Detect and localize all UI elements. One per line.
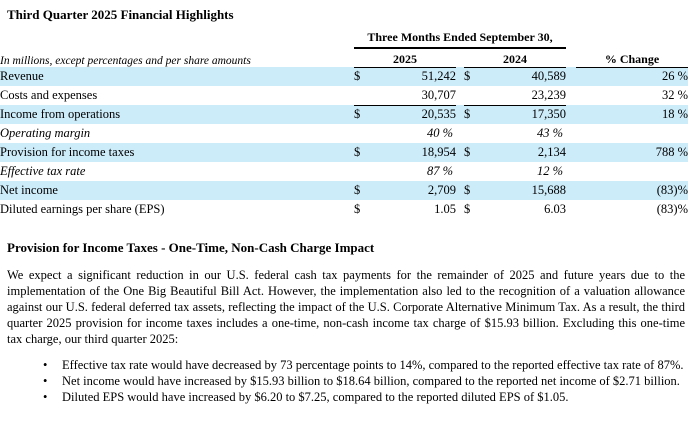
bullet-text: Net income would have increased by $15.9… — [62, 374, 680, 388]
row-label: Diluted earnings per share (EPS) — [0, 202, 165, 216]
gap-cell — [566, 143, 576, 162]
currency-symbol: $ — [354, 181, 370, 200]
percent-change: 26 % — [576, 67, 688, 86]
table-row-diluted-eps: Diluted earnings per share (EPS) $ 1.05 … — [0, 200, 688, 219]
gap-cell — [566, 162, 576, 181]
value-2024: 23,239 — [480, 86, 566, 106]
table-row-costs-and-expenses: Costs and expenses 30,707 23,239 32 % — [0, 86, 688, 106]
gap-cell — [456, 143, 464, 162]
table-row-net-income: Net income $ 2,709 $ 15,688 (83)% — [0, 181, 688, 200]
table-row-revenue: Revenue $ 51,242 $ 40,589 26 % — [0, 67, 688, 86]
percent-change: (83)% — [576, 181, 688, 200]
currency-symbol — [464, 86, 480, 106]
value-2024: 40,589 — [480, 67, 566, 86]
gap-cell — [566, 124, 576, 143]
bullet-text: Effective tax rate would have decreased … — [62, 358, 684, 372]
empty-cell — [456, 48, 464, 67]
value-2024: 2,134 — [480, 143, 566, 162]
row-label: Effective tax rate — [0, 164, 86, 178]
row-label: Operating margin — [0, 126, 91, 140]
percent-change — [576, 124, 688, 143]
currency-symbol: $ — [464, 105, 480, 124]
value-2025: 30,707 — [370, 86, 456, 106]
table-row-effective-tax-rate: Effective tax rate 87 % 12 % — [0, 162, 688, 181]
section-heading: Provision for Income Taxes - One-Time, N… — [7, 240, 375, 255]
column-header-2024: 2024 — [464, 48, 566, 68]
currency-symbol: $ — [464, 143, 480, 162]
gap-cell — [456, 181, 464, 200]
value-2024: 17,350 — [480, 105, 566, 124]
row-label: Revenue — [0, 67, 354, 86]
percent-change: 788 % — [576, 143, 688, 162]
gap-cell — [456, 124, 464, 143]
percent-change: 32 % — [661, 88, 688, 102]
gap-cell — [456, 162, 464, 181]
currency-symbol: $ — [354, 105, 370, 124]
row-label: Income from operations — [0, 105, 354, 124]
currency-symbol — [464, 162, 480, 181]
gap-cell — [456, 86, 464, 105]
bullet-icon: • — [43, 358, 48, 372]
gap-cell — [566, 86, 576, 105]
bullet-icon: • — [43, 390, 48, 404]
gap-cell — [456, 67, 464, 86]
value-2025: 2,709 — [370, 181, 456, 200]
table-row-operating-margin: Operating margin 40 % 43 % — [0, 124, 688, 143]
empty-cell — [0, 30, 354, 48]
gap-cell — [456, 200, 464, 219]
empty-cell — [566, 48, 576, 67]
bullet-item-effective-tax-rate: • Effective tax rate would have decrease… — [38, 357, 685, 373]
gap-cell — [566, 200, 576, 219]
value-2025: 40 % — [426, 126, 453, 140]
currency-symbol: $ — [354, 202, 361, 216]
bullet-list: • Effective tax rate would have decrease… — [0, 357, 685, 405]
currency-symbol: $ — [354, 67, 370, 86]
empty-cell — [566, 30, 688, 48]
gap-cell — [566, 105, 576, 124]
row-label: Costs and expenses — [0, 88, 98, 102]
bullet-text: Diluted EPS would have increased by $6.2… — [62, 390, 569, 404]
currency-symbol — [354, 86, 370, 106]
column-header-change: % Change — [576, 48, 688, 68]
table-caption: In millions, except percentages and per … — [0, 55, 251, 67]
table-column-header-row: In millions, except percentages and per … — [0, 48, 688, 68]
gap-cell — [566, 67, 576, 86]
bullet-item-net-income: • Net income would have increased by $15… — [38, 373, 685, 389]
page-title: Third Quarter 2025 Financial Highlights — [7, 7, 234, 22]
value-2024: 15,688 — [480, 181, 566, 200]
currency-symbol: $ — [354, 143, 370, 162]
value-2025: 18,954 — [370, 143, 456, 162]
table-row-provision-for-income-taxes: Provision for income taxes $ 18,954 $ 2,… — [0, 143, 688, 162]
currency-symbol: $ — [464, 181, 480, 200]
financial-highlights-table: Three Months Ended September 30, In mill… — [0, 30, 688, 219]
bullet-icon: • — [43, 374, 48, 388]
percent-change — [576, 162, 688, 181]
currency-symbol — [464, 124, 480, 143]
bullet-item-diluted-eps: • Diluted EPS would have increased by $6… — [38, 389, 685, 405]
percent-change: 18 % — [576, 105, 688, 124]
currency-symbol: $ — [464, 67, 480, 86]
value-2025: 51,242 — [370, 67, 456, 86]
row-label: Net income — [0, 181, 354, 200]
currency-symbol — [354, 162, 370, 181]
percent-change: (83)% — [656, 202, 688, 216]
table-row-income-from-operations: Income from operations $ 20,535 $ 17,350… — [0, 105, 688, 124]
body-paragraph: We expect a significant reduction in our… — [7, 268, 685, 346]
value-2024: 43 % — [536, 126, 563, 140]
value-2025: 1.05 — [434, 202, 456, 216]
table-period-header-row: Three Months Ended September 30, — [0, 30, 688, 49]
currency-symbol — [354, 124, 370, 143]
value-2025: 20,535 — [370, 105, 456, 124]
gap-cell — [566, 181, 576, 200]
value-2024: 6.03 — [544, 202, 566, 216]
column-header-2025: 2025 — [354, 48, 456, 68]
period-header: Three Months Ended September 30, — [354, 30, 566, 49]
currency-symbol: $ — [464, 202, 471, 216]
value-2024: 12 % — [536, 164, 563, 178]
gap-cell — [456, 105, 464, 124]
row-label: Provision for income taxes — [0, 143, 354, 162]
value-2025: 87 % — [426, 164, 453, 178]
